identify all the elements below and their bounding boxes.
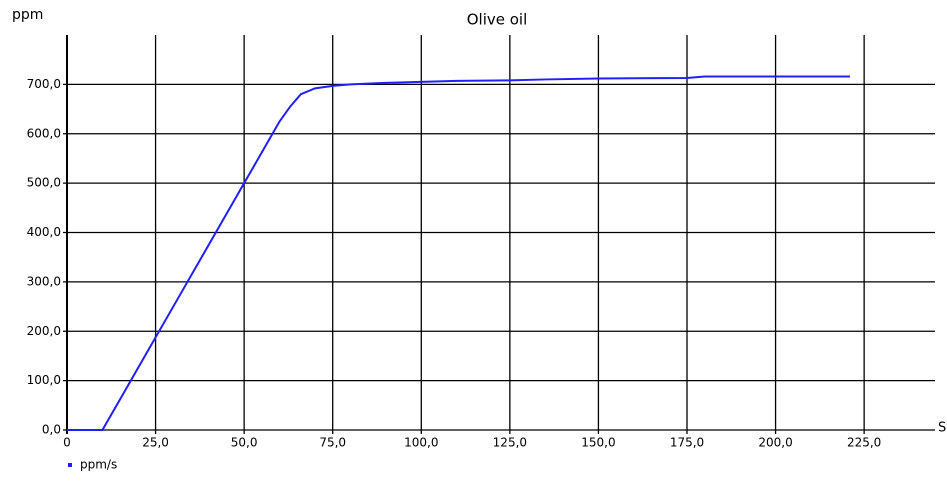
y-tick-label: 500,0 [27,176,61,190]
chart-title: Olive oil [467,11,528,29]
x-tick-label: 225,0 [847,436,881,450]
x-tick-label: 200,0 [758,436,792,450]
x-tick-label: 75,0 [319,436,346,450]
data-line [67,75,850,431]
y-tick-label: 600,0 [27,126,61,140]
x-tick-label: 25,0 [142,436,169,450]
x-axis-label: S [938,421,946,436]
y-tick-label: 200,0 [27,324,61,338]
y-tick-label: 0,0 [42,423,61,437]
legend-label: ppm/s [80,458,117,472]
x-tick-label: 50,0 [231,436,258,450]
x-tick-label: 125,0 [493,436,527,450]
x-tick-label: 0 [63,436,71,450]
x-tick-label: 150,0 [581,436,615,450]
y-tick-label: 300,0 [27,274,61,288]
legend-marker [68,463,72,467]
y-tick-label: 700,0 [27,77,61,91]
y-axis-label: ppm [12,7,43,23]
x-tick-label: 100,0 [404,436,438,450]
y-tick-label: 400,0 [27,225,61,239]
y-tick-label: 100,0 [27,373,61,387]
x-tick-label: 175,0 [670,436,704,450]
